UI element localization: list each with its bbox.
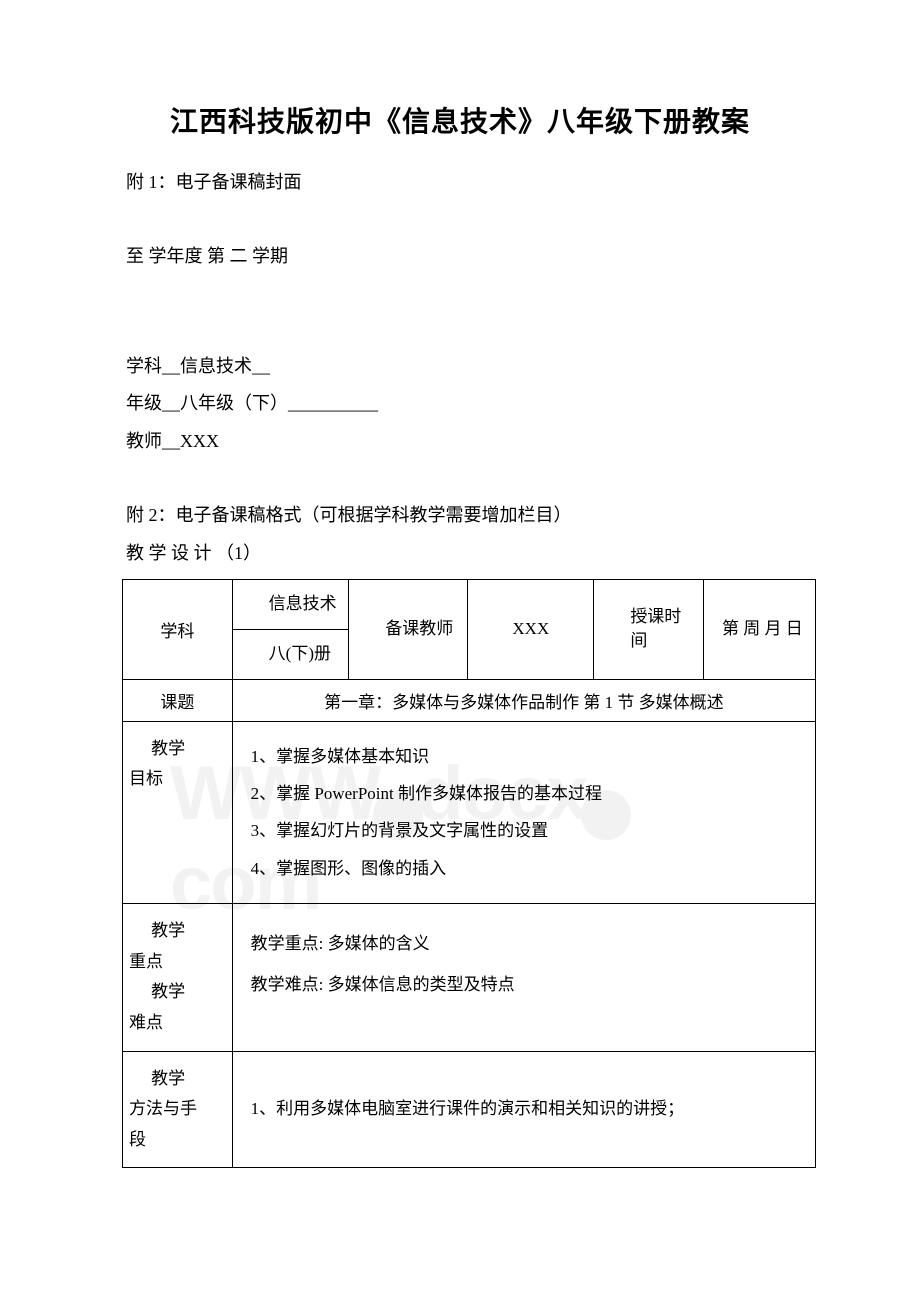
methods-line1: 1、利用多媒体电脑室进行课件的演示和相关知识的讲授；	[239, 1094, 809, 1125]
prep-teacher-value: XXX	[512, 619, 549, 638]
topic-label-cell: 课题	[123, 679, 233, 721]
teach-time-value-cell: 第 周 月 日	[703, 579, 815, 679]
grade-line: 年级__八年级（下）__________	[90, 385, 830, 423]
document-title: 江西科技版初中《信息技术》八年级下册教案	[90, 100, 830, 140]
keypoints-content-cell: 教学重点: 多媒体的含义 教学难点: 多媒体信息的类型及特点	[232, 904, 815, 1051]
keypoints-line1: 教学重点: 多媒体的含义	[251, 924, 809, 965]
keypoints-label-line3: 教学	[129, 977, 226, 1008]
subject-value2: 八(下)册	[233, 638, 349, 670]
goals-line1: 1、掌握多媒体基本知识	[251, 738, 809, 775]
subject-label: 学科	[160, 622, 194, 641]
table-row-header: 学科 信息技术 备课教师 XXX 授课时间 第 周 月 日	[123, 579, 816, 629]
subject-value1: 信息技术	[233, 588, 349, 620]
keypoints-line2: 教学难点: 多媒体信息的类型及特点	[251, 965, 809, 1006]
topic-label: 课题	[160, 693, 194, 712]
prep-teacher-value-cell: XXX	[468, 579, 594, 679]
table-row-topic: 课题 第一章：多媒体与多媒体作品制作 第 1 节 多媒体概述	[123, 679, 816, 721]
table-row-methods: 教学 方法与手 段 1、利用多媒体电脑室进行课件的演示和相关知识的讲授；	[123, 1051, 816, 1168]
semester-line: 至 学年度 第 二 学期	[90, 238, 830, 276]
topic-value-cell: 第一章：多媒体与多媒体作品制作 第 1 节 多媒体概述	[232, 679, 815, 721]
subject-value2-cell: 八(下)册	[232, 629, 349, 679]
topic-value: 第一章：多媒体与多媒体作品制作 第 1 节 多媒体概述	[324, 693, 724, 712]
methods-label-line3: 段	[129, 1125, 226, 1156]
prep-teacher-label-cell: 备课教师	[349, 579, 468, 679]
goals-line4: 4、掌握图形、图像的插入	[251, 850, 809, 887]
teach-time-value: 第 周 月 日	[704, 613, 815, 645]
subject-line: 学科__信息技术__	[90, 348, 830, 386]
goals-label-line1: 教学	[129, 734, 226, 765]
goals-content-cell: 1、掌握多媒体基本知识 2、掌握 PowerPoint 制作多媒体报告的基本过程…	[232, 721, 815, 904]
table-row-goals: 教学 目标 1、掌握多媒体基本知识 2、掌握 PowerPoint 制作多媒体报…	[123, 721, 816, 904]
lesson-plan-table: 学科 信息技术 备课教师 XXX 授课时间 第 周 月 日 八(下)册	[122, 579, 816, 1169]
teach-time-label-cell: 授课时间	[594, 579, 704, 679]
keypoints-label-line1: 教学	[129, 916, 226, 947]
goals-label-cell: 教学 目标	[123, 721, 233, 904]
keypoints-label-cell: 教学 重点 教学 难点	[123, 904, 233, 1051]
goals-label-line2: 目标	[129, 764, 226, 795]
attachment2-label: 附 2：电子备课稿格式（可根据学科教学需要增加栏目）	[90, 497, 830, 535]
subject-label-cell: 学科	[123, 579, 233, 679]
keypoints-label-line4: 难点	[129, 1008, 226, 1039]
goals-line2: 2、掌握 PowerPoint 制作多媒体报告的基本过程	[251, 775, 809, 812]
goals-line3: 3、掌握幻灯片的背景及文字属性的设置	[251, 812, 809, 849]
methods-content-cell: 1、利用多媒体电脑室进行课件的演示和相关知识的讲授；	[232, 1051, 815, 1168]
design-label: 教 学 设 计 （1）	[90, 535, 830, 573]
methods-label-line2: 方法与手	[129, 1094, 226, 1125]
methods-label-cell: 教学 方法与手 段	[123, 1051, 233, 1168]
attachment1-label: 附 1：电子备课稿封面	[90, 164, 830, 202]
keypoints-label-line2: 重点	[129, 947, 226, 978]
teacher-line: 教师__XXX	[90, 423, 830, 461]
table-row-keypoints: 教学 重点 教学 难点 教学重点: 多媒体的含义 教学难点: 多媒体信息的类型及…	[123, 904, 816, 1051]
methods-label-line1: 教学	[129, 1064, 226, 1095]
teach-time-label: 授课时间	[594, 601, 703, 657]
prep-teacher-label: 备课教师	[349, 613, 467, 645]
subject-value1-cell: 信息技术	[232, 579, 349, 629]
